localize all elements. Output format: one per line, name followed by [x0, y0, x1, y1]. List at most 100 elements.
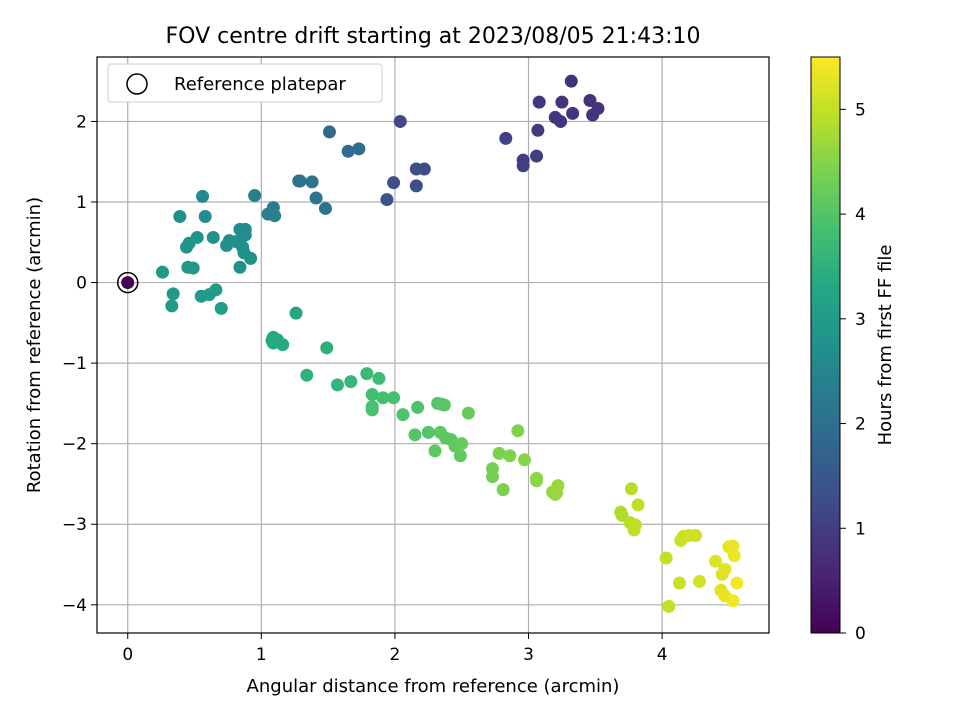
data-point — [461, 406, 475, 420]
legend-label: Reference platepar — [174, 74, 346, 95]
data-point — [518, 453, 532, 467]
data-point — [372, 371, 386, 385]
y-tick-label: −1 — [62, 354, 87, 374]
data-point — [380, 193, 394, 207]
x-axis-label: Angular distance from reference (arcmin) — [247, 676, 620, 697]
x-tick-label: 4 — [657, 645, 668, 665]
data-point — [408, 428, 422, 442]
data-point — [411, 400, 425, 414]
y-tick-label: −2 — [62, 435, 87, 455]
data-point — [409, 179, 423, 193]
data-point — [209, 283, 223, 297]
data-point — [564, 74, 578, 88]
data-point — [532, 95, 546, 109]
data-point — [421, 425, 435, 439]
data-point — [365, 403, 379, 417]
colorbar-tick-label: 4 — [855, 205, 866, 225]
y-tick-label: 0 — [76, 274, 87, 294]
data-point — [222, 234, 236, 248]
data-point — [198, 210, 212, 224]
x-axis-ticks: 0 1 2 3 4 — [122, 633, 668, 665]
data-point — [244, 251, 258, 265]
data-point — [376, 391, 390, 405]
data-point — [322, 125, 336, 139]
data-point — [428, 444, 442, 458]
legend: Reference platepar — [107, 63, 383, 103]
data-point — [409, 162, 423, 176]
data-point — [276, 338, 290, 352]
data-point — [672, 576, 686, 590]
data-point — [583, 94, 597, 108]
data-point — [206, 230, 220, 244]
colorbar-tick-label: 2 — [855, 415, 866, 435]
data-point — [530, 474, 544, 488]
data-point — [352, 142, 366, 156]
data-point — [248, 189, 262, 203]
data-point — [485, 470, 499, 484]
x-tick-label: 1 — [256, 645, 267, 665]
colorbar-tick-label: 0 — [855, 624, 866, 644]
data-point — [196, 189, 210, 203]
data-point — [624, 482, 638, 496]
data-point — [662, 599, 676, 613]
data-point — [393, 114, 407, 128]
data-point — [387, 391, 401, 405]
data-point — [309, 191, 323, 205]
data-point — [341, 144, 355, 158]
data-point — [180, 240, 194, 254]
data-point — [586, 108, 600, 122]
legend-marker-icon — [126, 73, 148, 95]
data-point — [305, 175, 319, 189]
data-point — [300, 368, 314, 382]
data-point — [496, 483, 510, 497]
reference-marker-group — [116, 271, 139, 294]
plot-frame — [96, 56, 770, 634]
data-point — [396, 408, 410, 422]
data-point — [320, 341, 334, 355]
data-point — [659, 551, 673, 565]
data-point — [499, 131, 513, 145]
data-point — [503, 449, 517, 463]
data-point — [693, 574, 707, 588]
colorbar-tick-label: 5 — [855, 100, 866, 120]
colorbar — [810, 56, 841, 634]
data-point — [718, 562, 732, 576]
data-point — [238, 228, 252, 242]
x-tick-label: 0 — [122, 645, 133, 665]
data-point — [709, 554, 723, 568]
data-point — [165, 299, 179, 313]
colorbar-label: Hours from first FF file — [875, 245, 896, 446]
data-point — [166, 287, 180, 301]
data-point — [492, 446, 506, 460]
data-point — [292, 174, 306, 188]
data-point — [511, 424, 525, 438]
data-point — [726, 594, 740, 608]
y-axis-ticks: −4 −3 −2 −1 0 1 2 — [62, 112, 97, 616]
data-point — [344, 375, 358, 389]
chart-title: FOV centre drift starting at 2023/08/05 … — [166, 24, 701, 49]
data-point — [555, 95, 569, 109]
colorbar-tick-label: 1 — [855, 519, 866, 539]
y-tick-label: −3 — [62, 515, 87, 535]
data-point — [530, 149, 544, 163]
data-point — [437, 398, 451, 412]
data-point — [233, 260, 247, 274]
data-point — [453, 449, 467, 463]
data-point — [516, 159, 530, 173]
y-tick-label: −4 — [62, 596, 87, 616]
colorbar-tick-label: 3 — [855, 310, 866, 330]
data-point — [121, 276, 135, 290]
data-point — [554, 114, 568, 128]
x-tick-label: 2 — [390, 645, 401, 665]
reference-platepar-marker — [116, 271, 139, 294]
legend-box — [107, 63, 383, 103]
data-point — [455, 437, 469, 451]
y-axis-label: Rotation from reference (arcmin) — [24, 197, 45, 493]
data-point — [186, 261, 200, 275]
x-tick-label: 3 — [523, 645, 534, 665]
data-point — [548, 487, 562, 501]
data-point — [387, 176, 401, 190]
data-point — [631, 498, 645, 512]
